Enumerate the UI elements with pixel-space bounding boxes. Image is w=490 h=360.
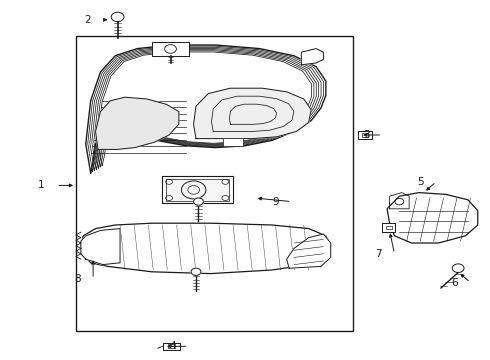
Bar <box>386 226 392 229</box>
Bar <box>168 344 175 348</box>
Polygon shape <box>96 97 179 149</box>
Circle shape <box>452 264 464 273</box>
Polygon shape <box>387 193 478 243</box>
Circle shape <box>191 268 201 275</box>
Polygon shape <box>86 45 326 173</box>
Bar <box>382 223 395 232</box>
Polygon shape <box>194 88 311 139</box>
Text: 6: 6 <box>451 278 458 288</box>
Text: 1: 1 <box>37 180 44 190</box>
Text: 8: 8 <box>74 274 81 284</box>
Polygon shape <box>81 229 120 265</box>
Bar <box>162 176 233 203</box>
Circle shape <box>111 12 124 22</box>
Text: 5: 5 <box>417 177 424 187</box>
Bar <box>358 131 372 139</box>
Text: 9: 9 <box>272 197 279 207</box>
Text: 3: 3 <box>363 130 370 140</box>
Text: 2: 2 <box>84 15 91 25</box>
Bar <box>152 42 189 56</box>
Text: 4: 4 <box>170 341 176 351</box>
Bar <box>76 36 353 331</box>
Bar <box>362 133 368 137</box>
Polygon shape <box>301 49 323 65</box>
Text: 7: 7 <box>375 249 382 259</box>
Bar <box>163 343 180 350</box>
Polygon shape <box>287 234 331 268</box>
Bar <box>166 179 229 201</box>
Polygon shape <box>81 223 331 274</box>
Circle shape <box>194 198 203 205</box>
Bar <box>223 138 243 146</box>
